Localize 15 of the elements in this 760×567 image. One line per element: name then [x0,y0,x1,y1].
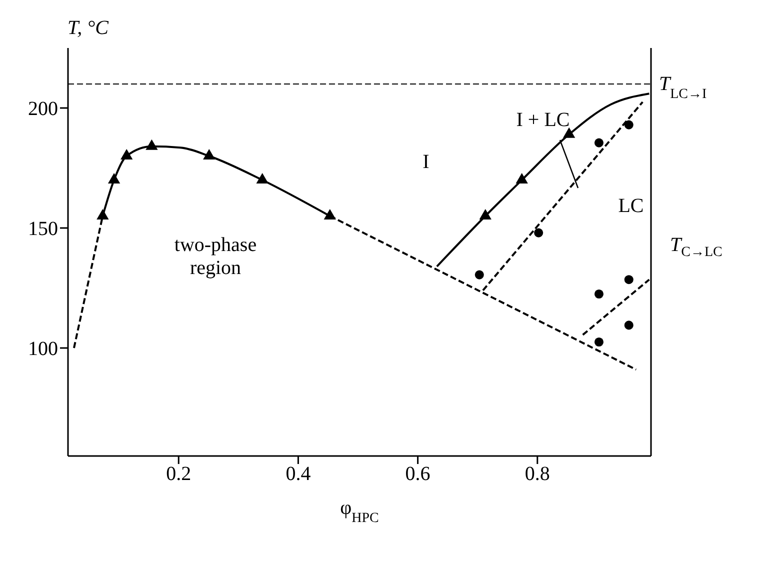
ref-line-label: T$_{LC→I}$ [659,73,708,102]
x-tick-label: 0.6 [405,463,430,486]
x-axis-title: φ$_{HPC}$ [340,497,379,526]
text: T$_{C→LC}$ [670,234,722,260]
annotation: two-phase region [174,234,257,279]
annotation: I + LC [516,109,570,131]
annotation: LC [618,195,644,217]
x-tick-label: 0.8 [524,463,550,486]
x-tick-label: 0.2 [166,463,192,486]
y-tick-label: 100 [28,338,58,360]
annotation: I [422,151,430,173]
y-tick-label: 150 [28,218,58,240]
y-axis-title: T, °C [68,17,110,39]
x-tick-label: 0.4 [286,463,311,486]
y-tick-label: 200 [28,98,58,120]
